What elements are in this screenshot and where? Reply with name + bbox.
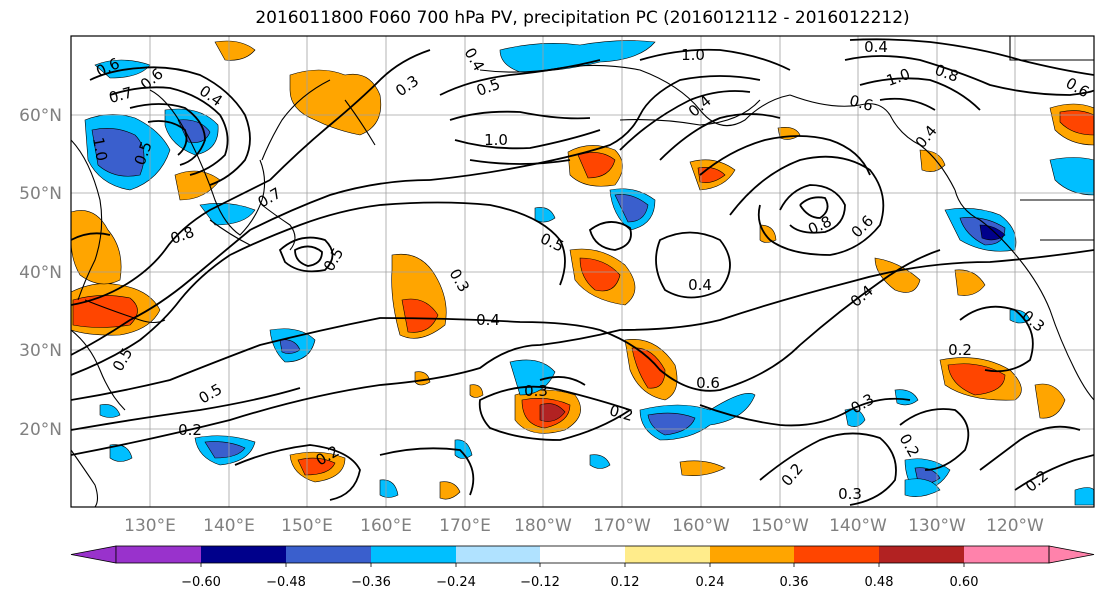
lat-label-60n: 60°N <box>19 106 62 126</box>
colorbar-tick-label: 0.24 <box>696 575 725 590</box>
precip-blob <box>759 224 777 243</box>
lon-label: 140°E <box>203 516 255 536</box>
contour-label: 0.6 <box>696 374 720 392</box>
lat-label-50n: 50°N <box>19 184 62 204</box>
colorbar-extend-high <box>1048 545 1095 564</box>
precip-blob <box>379 479 399 498</box>
colorbar-extend-low <box>70 545 117 564</box>
precip-blob <box>71 210 122 285</box>
colorbar-tick-label: −0.24 <box>436 575 476 590</box>
precip-blob <box>679 460 726 476</box>
precip-blob <box>401 298 439 333</box>
precip-blob <box>1059 110 1094 136</box>
colorbar-tick-label: −0.12 <box>520 575 560 590</box>
contour-label: 0.2 <box>607 401 635 425</box>
colorbar-tick-label: −0.48 <box>266 575 306 590</box>
contour-label: 0.3 <box>838 485 862 503</box>
longitude-labels: 130°E 140°E 150°E 160°E 170°E 180°W 170°… <box>124 516 1044 536</box>
precip-blob <box>509 359 556 396</box>
precip-blob <box>414 371 431 386</box>
precip-blob <box>72 295 138 328</box>
map-title: 2016011800 F060 700 hPa PV, precipitatio… <box>255 8 910 28</box>
precip-blob <box>919 149 946 172</box>
colorbar-segment <box>964 546 1049 563</box>
colorbar-ticks: −0.60 −0.48 −0.36 −0.24 −0.12 0.12 0.24 … <box>181 575 978 590</box>
lon-label: 160°E <box>360 516 412 536</box>
precip-blob <box>469 384 484 398</box>
precip-blob <box>539 403 566 422</box>
gridlines <box>71 36 1094 507</box>
contour-label: 0.2 <box>948 341 972 359</box>
contour-label: 0.6 <box>847 91 875 115</box>
contour-label: 0.4 <box>688 276 712 294</box>
lon-label: 170°E <box>439 516 491 536</box>
pv-contours <box>71 38 1094 506</box>
contour-label: 0.7 <box>107 83 135 107</box>
colorbar-segment <box>371 546 456 563</box>
contour-label: 1.0 <box>681 46 705 64</box>
colorbar-segment <box>879 546 964 563</box>
map-border <box>70 35 1095 508</box>
precip-blob <box>579 257 621 292</box>
lon-label: 150°E <box>281 516 333 536</box>
precip-blob <box>894 389 919 406</box>
precip-blob <box>577 152 616 179</box>
contour-label: 0.4 <box>864 38 888 56</box>
precip-blob <box>904 478 941 497</box>
colorbar <box>70 545 1095 567</box>
precip-blob <box>454 439 473 459</box>
lat-label-40n: 40°N <box>19 263 62 283</box>
precip-blob <box>99 404 121 418</box>
contour-label: 0.2 <box>178 421 202 439</box>
colorbar-segment <box>286 546 371 563</box>
colorbar-tick-label: 0.60 <box>950 575 979 590</box>
precip-blob <box>204 441 246 459</box>
lon-label: 150°W <box>751 516 809 536</box>
colorbar-segment <box>540 546 625 563</box>
coastlines <box>71 36 1094 507</box>
contour-label: 0.4 <box>476 311 500 329</box>
precip-blob <box>1049 157 1094 196</box>
lat-label-30n: 30°N <box>19 341 62 361</box>
lon-label: 140°W <box>829 516 887 536</box>
lon-label: 160°W <box>672 516 730 536</box>
contour-label: 0.3 <box>524 382 548 400</box>
colorbar-tick-label: 0.48 <box>865 575 894 590</box>
colorbar-segment <box>710 546 794 563</box>
colorbar-segment <box>456 546 540 563</box>
latitude-labels: 60°N 50°N 40°N 30°N 20°N <box>19 106 62 440</box>
precip-blob <box>614 194 649 223</box>
colorbar-outline <box>115 545 1050 564</box>
colorbar-segment <box>625 546 710 563</box>
lon-label: 130°E <box>124 516 176 536</box>
contour-label: 1.0 <box>484 131 508 149</box>
lon-label: 180°W <box>514 516 572 536</box>
colorbar-segment <box>201 546 286 563</box>
contour-label: 1.0 <box>89 136 111 163</box>
colorbar-segment <box>116 546 201 563</box>
precip-blob <box>589 454 611 469</box>
precip-blob <box>954 269 986 296</box>
colorbar-segment <box>794 546 879 563</box>
precip-blob <box>214 40 256 61</box>
colorbar-tick-label: −0.60 <box>181 575 221 590</box>
lon-label: 120°W <box>986 516 1044 536</box>
lat-label-20n: 20°N <box>19 420 62 440</box>
colorbar-tick-label: 0.12 <box>611 575 640 590</box>
colorbar-tick-label: 0.36 <box>780 575 809 590</box>
lon-label: 130°W <box>908 516 966 536</box>
lon-label: 170°W <box>593 516 651 536</box>
precip-blob <box>1074 487 1094 506</box>
colorbar-tick-label: −0.36 <box>351 575 391 590</box>
precip-blob <box>1034 383 1066 419</box>
precip-blob <box>631 347 666 389</box>
precip-blob <box>439 481 461 500</box>
precip-blob <box>91 128 145 177</box>
